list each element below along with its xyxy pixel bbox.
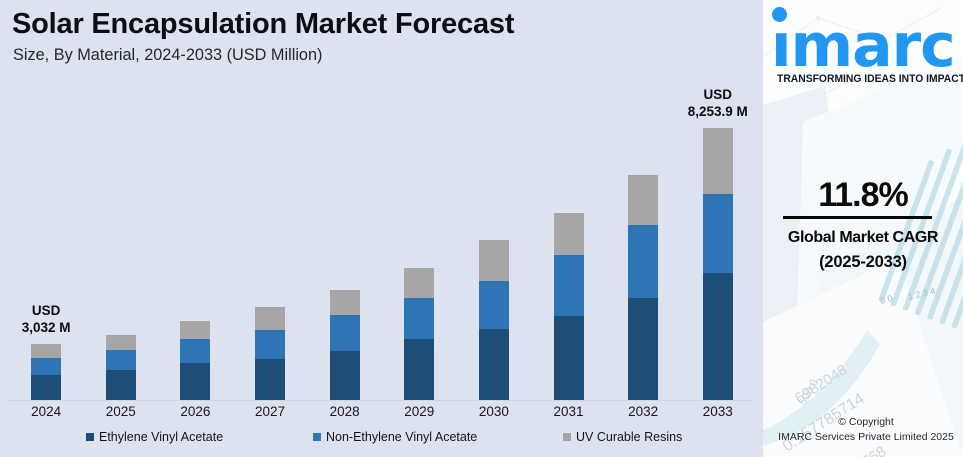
legend-label: Non-Ethylene Vinyl Acetate	[326, 430, 478, 444]
bar-segment	[553, 255, 584, 317]
bar-segment	[553, 316, 584, 400]
x-axis-label: 2030	[478, 404, 509, 419]
x-axis-label: 2026	[180, 404, 211, 419]
stacked-bar-2028	[329, 289, 360, 400]
legend-item: UV Curable Resins	[563, 429, 682, 445]
cagr-underline	[783, 216, 932, 219]
bar-segment	[553, 213, 584, 256]
bar-segment	[404, 298, 435, 339]
bar-segment	[254, 359, 285, 400]
bar-segment	[329, 315, 360, 351]
stacked-bar-2031	[553, 213, 584, 400]
bar-segment	[105, 334, 136, 351]
value-annotation-2024: USD 3,032 M	[21, 302, 71, 336]
bar-segment	[105, 370, 136, 400]
imarc-tagline: TRANSFORMING IDEAS INTO IMPACT	[777, 72, 963, 85]
x-axis-line	[8, 400, 753, 401]
x-axis-label: 2029	[404, 404, 435, 419]
bar-segment	[31, 344, 62, 359]
value-annotation-2033: USD 8,253.9 M	[687, 86, 748, 120]
x-axis-label: 2031	[553, 404, 584, 419]
copyright-line2: IMARC Services Private Limited 2025	[778, 430, 954, 443]
bar-segment	[702, 272, 733, 400]
bar-segment	[31, 374, 62, 400]
bar-segment	[31, 358, 62, 375]
legend-label: UV Curable Resins	[576, 430, 683, 444]
stacked-bar-2033	[702, 128, 733, 400]
bar-segment	[254, 329, 285, 359]
x-axis-label: 2024	[31, 404, 62, 419]
legend-item: Ethylene Vinyl Acetate	[86, 429, 223, 445]
x-axis-label: 2028	[329, 404, 360, 419]
chart-subtitle: Size, By Material, 2024-2033 (USD Millio…	[13, 46, 323, 64]
bar-segment	[702, 194, 733, 273]
bar-segment	[180, 320, 211, 340]
stacked-bar-2027	[254, 307, 285, 400]
chart-panel: Solar Encapsulation Market Forecast Size…	[0, 0, 763, 457]
stacked-bar-2030	[478, 240, 509, 400]
bar-segment	[478, 280, 509, 330]
legend-swatch-icon	[313, 433, 321, 441]
x-axis-label: 2027	[254, 404, 286, 419]
bar-segment	[478, 329, 509, 400]
x-axis-label: 2025	[105, 404, 136, 419]
legend-item: Non-Ethylene Vinyl Acetate	[313, 429, 477, 445]
bar-segment	[628, 174, 659, 226]
stacked-bar-2025	[105, 334, 136, 400]
imarc-logo-wordmark: ımarc	[771, 11, 956, 81]
cagr-label: Global Market CAGR	[787, 229, 939, 246]
bar-segment	[404, 267, 435, 299]
bar-segment	[628, 225, 659, 298]
bar-segment	[105, 350, 136, 371]
bar-segment	[702, 128, 733, 195]
stacked-bar-2029	[404, 267, 435, 400]
stacked-bar-plot: 2024 2025 2026 2027 2028 2029 2030 2031 2032 2033…	[8, 86, 753, 419]
x-axis-label: 2032	[628, 404, 659, 419]
legend-swatch-icon	[563, 433, 571, 441]
legend-swatch-icon	[86, 433, 94, 441]
cagr-value: 11.8%	[818, 176, 909, 214]
x-axis-label: 2033	[702, 404, 733, 419]
copyright: © Copyright IMARC Services Private Limit…	[763, 415, 963, 444]
bar-segment	[180, 339, 211, 363]
bar-segment	[478, 240, 509, 281]
chart-title: Solar Encapsulation Market Forecast	[12, 8, 515, 40]
stacked-bar-2026	[180, 320, 211, 400]
bar-segment	[254, 307, 285, 330]
watermark-number: 0 0	[879, 293, 894, 306]
bar-segment	[329, 350, 360, 400]
bar-segment	[329, 289, 360, 316]
imarc-logo-i-dot-icon	[772, 7, 787, 22]
copyright-line1: © Copyright	[838, 416, 894, 428]
brand-panel: 6982048 0.157785714 8768 500.0 0 0 1 2 3…	[763, 0, 963, 457]
stacked-bar-2024	[31, 344, 62, 400]
stacked-bar-2032	[628, 174, 659, 400]
legend-label: Ethylene Vinyl Acetate	[99, 430, 224, 444]
bar-segment	[628, 297, 659, 400]
cagr-period: (2025-2033)	[819, 253, 907, 271]
bar-segment	[180, 363, 211, 400]
bar-segment	[404, 338, 435, 400]
